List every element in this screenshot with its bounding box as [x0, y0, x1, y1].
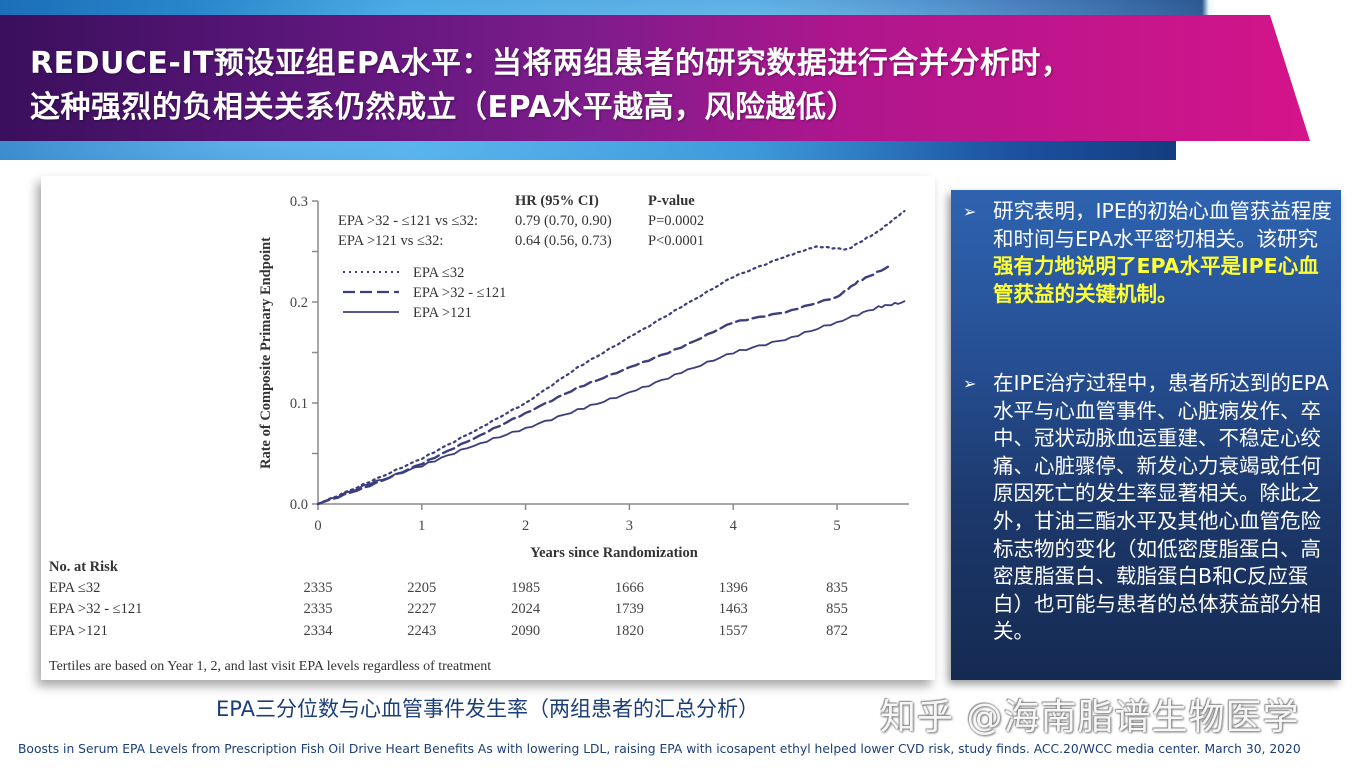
stats-header-hr: HR (95% CI): [515, 193, 599, 209]
y-ticks: 0.0 0.1 0.2 0.3: [290, 194, 318, 513]
hr-stats-table: HR (95% CI) P-value EPA >32 - ≤121 vs ≤3…: [338, 193, 704, 249]
at-risk-cell: 1463: [719, 601, 748, 617]
arrow-bullet-icon: ➢: [963, 374, 977, 393]
y-axis-label: Rate of Composite Primary Endpoint: [258, 237, 274, 469]
at-risk-cell: 2335: [304, 580, 333, 596]
finding-bullet-1: ➢ 研究表明，IPE的初始心血管获益程度和时间与EPA水平密切相关。该研究强有力…: [963, 198, 1335, 308]
km-curve-solid: [317, 300, 906, 505]
x-tick-label: 2: [522, 518, 529, 534]
at-risk-cell: 2205: [407, 580, 436, 596]
finding-text-1-plain: 研究表明，IPE的初始心血管获益程度和时间与EPA水平密切相关。该研究: [993, 199, 1332, 251]
stats-header-p: P-value: [648, 193, 695, 209]
slide-title-line1: REDUCE-IT预设亚组EPA水平：当将两组患者的研究数据进行合并分析时，: [30, 46, 1072, 81]
at-risk-cell: 2227: [407, 601, 436, 617]
at-risk-cell: 1739: [615, 601, 644, 617]
x-tick-label: 5: [833, 518, 840, 534]
finding-bullet-2: ➢ 在IPE治疗过程中，患者所达到的EPA水平与心血管事件、心脏病发作、卒中、冠…: [963, 370, 1335, 646]
stats-row-2-hr: 0.64 (0.56, 0.73): [515, 233, 612, 249]
km-curves: [316, 210, 906, 506]
km-curve-dashed: [316, 264, 891, 506]
at-risk-row-2-label: EPA >32 - ≤121: [49, 601, 142, 617]
at-risk-cell: 2090: [511, 623, 540, 639]
at-risk-cell: 2243: [407, 623, 436, 639]
finding-text-2: 在IPE治疗过程中，患者所达到的EPA水平与心血管事件、心脏病发作、卒中、冠状动…: [993, 371, 1329, 644]
slide-title-line2: 这种强烈的负相关关系仍然成立（EPA水平越高，风险越低）: [30, 90, 857, 125]
y-tick-label: 0.1: [290, 396, 308, 412]
at-risk-row-3-label: EPA >121: [49, 623, 108, 639]
findings-panel: ➢ 研究表明，IPE的初始心血管获益程度和时间与EPA水平密切相关。该研究强有力…: [951, 190, 1341, 680]
at-risk-cell: 1396: [719, 580, 748, 596]
y-tick-label: 0.2: [290, 295, 308, 311]
km-chart-card: 0.0 0.1 0.2 0.3 0 1 2 3 4 5 Rate of Composite Pr…: [41, 176, 935, 680]
at-risk-values: 2335 2205 1985 1666 1396 835 2335 2227 2024 1739 1…: [304, 580, 848, 639]
chart-caption: EPA三分位数与心血管事件发生率（两组患者的汇总分析）: [216, 697, 759, 721]
km-chart: 0.0 0.1 0.2 0.3 0 1 2 3 4 5 Rate of Composite Pr…: [49, 193, 909, 674]
source-citation: Boosts in Serum EPA Levels from Prescrip…: [18, 742, 1301, 756]
stats-row-2-label: EPA >121 vs ≤32:: [338, 233, 443, 249]
x-tick-label: 3: [626, 518, 633, 534]
at-risk-cell: 1666: [615, 580, 644, 596]
x-tick-label: 1: [418, 518, 425, 534]
at-risk-cell: 855: [826, 601, 848, 617]
at-risk-cell: 835: [826, 580, 848, 596]
legend-label-1: EPA ≤32: [413, 265, 464, 281]
at-risk-cell: 2334: [304, 623, 334, 639]
y-tick-label: 0.3: [290, 194, 308, 210]
at-risk-cell: 2024: [511, 601, 541, 617]
y-tick-label: 0.0: [290, 497, 308, 513]
chart-footnote: Tertiles are based on Year 1, 2, and las…: [49, 659, 491, 674]
legend-label-3: EPA >121: [413, 305, 472, 321]
x-tick-label: 0: [314, 518, 321, 534]
at-risk-cell: 1820: [615, 623, 644, 639]
finding-text-1-highlight: 强有力地说明了EPA水平是IPE心血管获益的关键机制。: [993, 254, 1319, 306]
at-risk-cell: 872: [826, 623, 848, 639]
at-risk-cell: 1557: [719, 623, 748, 639]
at-risk-row-1-label: EPA ≤32: [49, 580, 100, 596]
arrow-bullet-icon: ➢: [963, 202, 977, 221]
stats-row-1-label: EPA >32 - ≤121 vs ≤32:: [338, 213, 478, 229]
km-curve-dotted: [316, 210, 906, 506]
finding-text-1: 研究表明，IPE的初始心血管获益程度和时间与EPA水平密切相关。该研究强有力地说…: [993, 198, 1335, 308]
title-band: [0, 15, 1310, 141]
chart-legend: EPA ≤32 EPA >32 - ≤121 EPA >121: [343, 265, 506, 321]
x-tick-label: 4: [730, 518, 738, 534]
zhihu-watermark: 知乎 @海南脂谱生物医学: [880, 697, 1300, 738]
legend-label-2: EPA >32 - ≤121: [413, 285, 506, 301]
at-risk-table: No. at Risk EPA ≤32 EPA >32 - ≤121 EPA >…: [49, 559, 848, 639]
at-risk-cell: 1985: [511, 580, 540, 596]
x-ticks: 0 1 2 3 4 5: [314, 504, 841, 534]
stats-row-2-p: P<0.0001: [648, 233, 704, 249]
at-risk-cell: 2335: [304, 601, 333, 617]
stats-row-1-p: P=0.0002: [648, 213, 704, 229]
x-axis-label: Years since Randomization: [530, 545, 698, 561]
at-risk-title: No. at Risk: [49, 559, 119, 575]
slide-title: REDUCE-IT预设亚组EPA水平：当将两组患者的研究数据进行合并分析时， 这…: [30, 42, 1071, 130]
stats-row-1-hr: 0.79 (0.70, 0.90): [515, 213, 612, 229]
